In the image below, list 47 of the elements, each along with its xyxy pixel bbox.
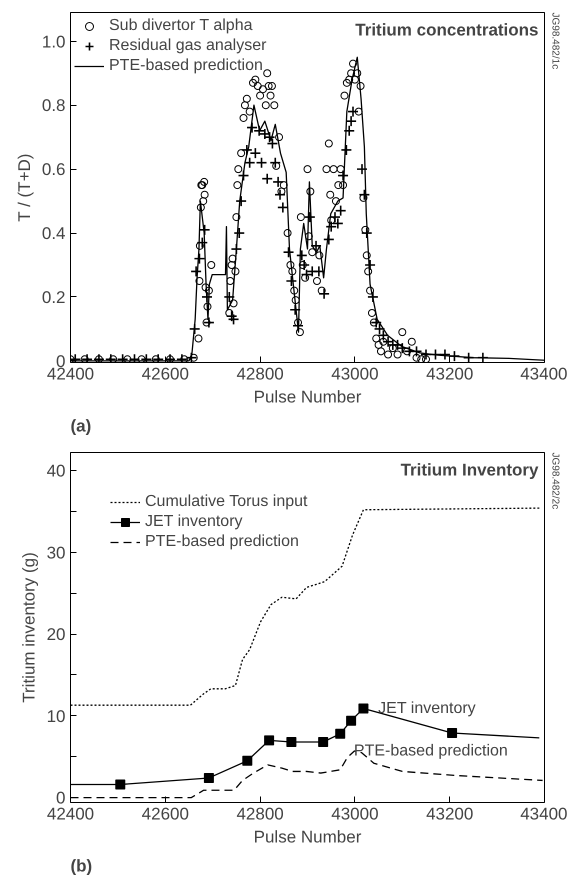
- y-tick-label: 30: [46, 543, 66, 562]
- y-tick-label: 0.4: [42, 224, 66, 244]
- annotation: JET inventory: [378, 700, 476, 717]
- y-axis-title: T / (T+D): [14, 154, 34, 222]
- y-tick-label: 1.0: [42, 32, 66, 52]
- x-tick-label: 43000: [331, 804, 379, 824]
- y-tick-label: 0.8: [42, 96, 66, 116]
- text: (a): [70, 416, 92, 436]
- y-tick-label: 10: [46, 706, 66, 726]
- x-tick-label: 42600: [142, 804, 189, 824]
- y-tick-label: 0.2: [42, 288, 66, 307]
- x-tick-label: 43200: [426, 804, 474, 824]
- x-tick-label: 43400: [520, 364, 567, 384]
- text: JG98.482/2c: [550, 452, 560, 510]
- text: (b): [70, 856, 92, 876]
- x-tick-label: 43200: [426, 364, 474, 384]
- x-tick-label: 43000: [331, 364, 379, 384]
- text: JG98.482/1c: [550, 12, 560, 70]
- point: [318, 736, 328, 747]
- point: [346, 716, 356, 726]
- legend-label: JET inventory: [145, 513, 243, 531]
- point: [204, 772, 214, 783]
- legend-label: Residual gas analyser: [109, 37, 266, 55]
- x-axis-title: Pulse Number: [254, 388, 362, 406]
- legend-label: PTE-based prediction: [145, 533, 299, 551]
- point: [264, 735, 274, 746]
- point: [447, 728, 458, 738]
- y-tick-label: 20: [46, 625, 66, 644]
- x-tick-label: 43400: [520, 804, 567, 824]
- y-axis-title: Tritium inventory (g): [20, 552, 39, 703]
- legend-label: Cumulative Torus input: [145, 493, 308, 511]
- annotation: PTE-based prediction: [354, 742, 508, 760]
- point: [286, 736, 296, 747]
- point: [242, 756, 252, 766]
- y-tick-label: 40: [46, 461, 66, 480]
- point: [358, 703, 368, 714]
- y-tick-label: 0.6: [42, 160, 66, 180]
- point: [335, 728, 346, 739]
- text: Tritium Inventory: [400, 460, 540, 480]
- point: [115, 780, 126, 790]
- x-tick-label: 42800: [236, 804, 284, 824]
- chart-title: Tritium concentrations: [355, 20, 538, 40]
- legend-label: Sub divertor T alpha: [109, 17, 252, 35]
- x-tick-label: 42800: [236, 364, 284, 384]
- legend-label: PTE-based prediction: [109, 57, 263, 75]
- x-axis-title: Pulse Number: [254, 828, 362, 846]
- x-tick-label: 42600: [142, 364, 189, 384]
